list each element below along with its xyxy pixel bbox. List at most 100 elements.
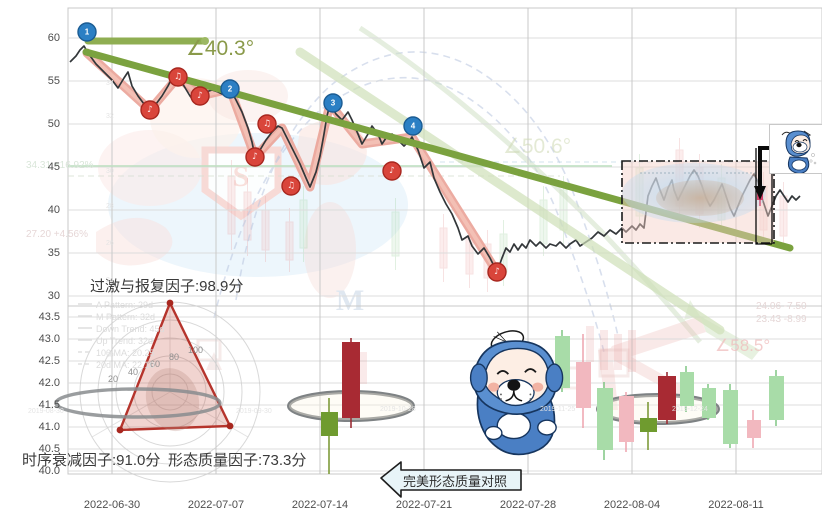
x-axis-label-7: 2022-08-11 [708, 499, 764, 511]
x-axis-label-5: 2022-07-28 [499, 499, 557, 511]
ghost-quote-1: 34.31 +16.92% [26, 160, 94, 171]
pivot-marker-note: ♫ [168, 67, 188, 87]
zigzag-ribbon [82, 48, 502, 277]
pivot-marker-note: ♫ [257, 114, 277, 134]
radar-tick-80: 80 [169, 352, 180, 362]
radar-tick-60: 60 [150, 359, 161, 369]
ghost-date-4: 2019-11-25 [540, 406, 576, 413]
ghost-num-34: 34 [106, 80, 114, 87]
x-axis-label-2: 2022-07-07 [187, 499, 245, 511]
y-axis-label-60: 60 [47, 32, 60, 44]
candle-down [658, 372, 676, 424]
ghost-quote-4: 23.43 -8.99 [756, 314, 807, 325]
ghost-num-30: 30 [106, 168, 114, 175]
callout-arrow [380, 461, 522, 498]
mascot-thumbnail-box[interactable] [769, 124, 822, 174]
highlight-box-border [621, 160, 775, 244]
svg-text:1: 1 [85, 28, 90, 37]
ghost-candles-lower [360, 326, 636, 384]
radar-tick-40: 40 [128, 367, 139, 377]
svg-text:♪: ♪ [197, 91, 203, 101]
ghost-date-3: 2019-10-28 [380, 406, 416, 413]
ghost-legend-down-trend: Down Trend: 45d [96, 324, 165, 334]
angle-annotation-ghost-right: ∠58.5° [715, 336, 771, 355]
ghost-num-20: 20 [106, 352, 114, 359]
pivot-marker-note: ♫ [281, 176, 301, 196]
radar-label-bottom-right: 形态质量因子:73.3分 [168, 452, 307, 469]
candle-up [680, 366, 694, 412]
dog-mascot [469, 330, 564, 456]
candle-up [597, 382, 613, 460]
ghost-trend-line [295, 47, 725, 335]
y-axis-label-40: 40 [47, 204, 60, 216]
pivot-marker-note: ♪ [140, 100, 160, 120]
svg-text:♪: ♪ [389, 166, 395, 176]
pivot-marker-3: 3 [323, 93, 343, 113]
radar-polygon [118, 300, 232, 432]
ghost-ma-curves-2 [358, 25, 702, 344]
pivot-marker-note: ♪ [382, 161, 402, 181]
svg-text:♪: ♪ [147, 105, 153, 115]
pivot-marker-note: ♪ [245, 147, 265, 167]
radar-tick-20: 20 [108, 374, 119, 384]
upper-hgrid [68, 37, 822, 297]
candle-down [747, 410, 761, 448]
ghost-legend-m-pattern: M Pattern: 32d [96, 312, 156, 322]
ghost-date-2: 2019-09-30 [236, 408, 272, 415]
svg-text:♫: ♫ [287, 181, 295, 191]
svg-text:♪: ♪ [252, 152, 258, 162]
candle-up [723, 384, 738, 448]
ghost-num-28: 28 [106, 203, 114, 210]
svg-text:2: 2 [228, 85, 233, 94]
y-axis-label-43-0: 43.0 [38, 333, 60, 345]
x-axis-label-1: 2022-06-30 [83, 499, 141, 511]
ghost-ma-curves [213, 51, 619, 353]
x-axis-label-3: 2022-07-14 [291, 499, 349, 511]
svg-text:4: 4 [411, 122, 416, 131]
y-axis-label-40-5: 40.5 [38, 443, 60, 455]
callout-label: 完美形态质量对照 [403, 474, 508, 489]
x-axis-label-6: 2022-08-04 [603, 499, 661, 511]
m-watermark: M [336, 284, 364, 317]
ghost-legend-up-trend: Up Trend: 32d [96, 336, 154, 346]
ghost-num-24: 24 [106, 277, 114, 284]
highlight-ellipse-tan [656, 180, 744, 216]
radar-spokes [91, 302, 249, 438]
radar-label-top: 过激与报复因子:98.9分 [90, 278, 244, 295]
ghost-legend-a-pattern: A Pattern: 29d [96, 300, 154, 310]
candle-down [342, 338, 360, 428]
y-axis-label-30: 30 [47, 290, 60, 302]
x-axis-label-4: 2022-07-21 [395, 499, 453, 511]
ghost-num-22: 22 [106, 314, 114, 321]
candle-down [619, 392, 634, 452]
y-axis-label-42-0: 42.0 [38, 377, 60, 389]
ghost-quote-3: 24.06 -7.50 [756, 301, 807, 312]
radar-vertex [116, 426, 124, 434]
svg-text:♫: ♫ [263, 119, 271, 129]
candle-up [321, 398, 338, 474]
y-axis-label-55: 55 [47, 75, 60, 87]
svg-text:♫: ♫ [174, 72, 182, 82]
ghost-num-32: 32 [106, 113, 114, 120]
pivot-marker-4: 4 [403, 116, 423, 136]
y-axis-label-45: 45 [47, 161, 60, 173]
ghost-date-1: 2019-08-30 [28, 408, 64, 415]
ghost-num-26: 26 [106, 240, 114, 247]
y-axis-label-43-5: 43.5 [38, 311, 60, 323]
pointer-bracket [754, 146, 773, 245]
candles-lower [321, 326, 784, 474]
candle-up [702, 384, 716, 420]
pivot-marker-note: ♪ [190, 86, 210, 106]
pivot-marker-1: 1 [77, 22, 97, 42]
radar-vertex [226, 422, 234, 430]
y-axis-label-41-5: 41.5 [38, 399, 60, 411]
y-axis-label-50: 50 [47, 118, 60, 130]
pivot-marker-2: 2 [220, 79, 240, 99]
svg-text:3: 3 [331, 99, 336, 108]
pivot-marker-note: ♪ [487, 262, 507, 282]
y-axis-label-42-5: 42.5 [38, 355, 60, 367]
angle-annotation-ghost-mid: ∠50.6° [503, 135, 572, 158]
y-axis-label-35: 35 [47, 247, 60, 259]
